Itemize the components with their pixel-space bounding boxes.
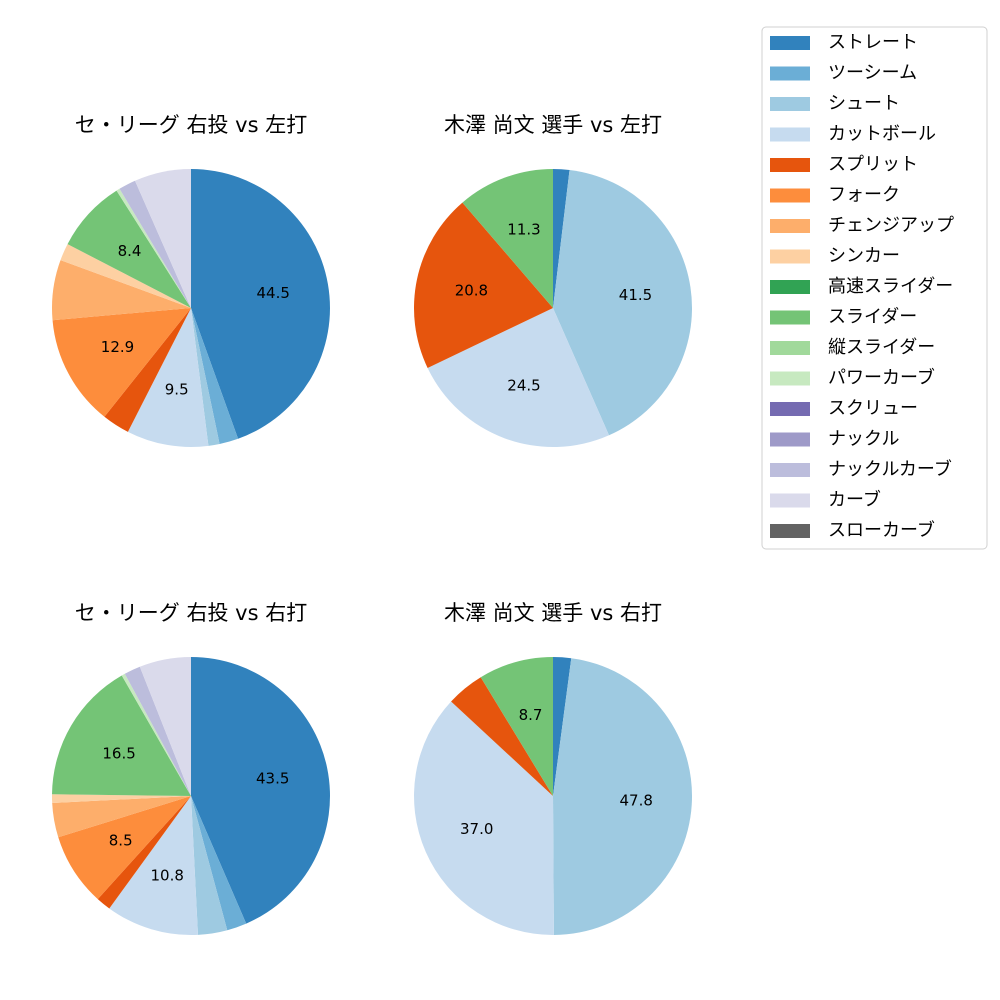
legend-label: パワーカーブ (828, 367, 935, 389)
slice-value-label: 11.3 (507, 220, 540, 238)
legend-label: スプリット (828, 154, 918, 175)
chart-title: セ・リーグ 右投 vs 右打 (75, 601, 307, 625)
legend: ストレートツーシームシュートカットボールスプリットフォークチェンジアップシンカー… (761, 26, 988, 550)
pie-slice-カットボール (427, 308, 609, 448)
pie-slice-カットボール (109, 796, 198, 935)
legend-label: シンカー (828, 246, 900, 267)
slice-value-label: 47.8 (619, 792, 652, 810)
pie-slice-シンカー (60, 244, 191, 308)
legend-swatch-シンカー (770, 249, 810, 264)
pie-slice-スプリット (451, 677, 553, 796)
pie-slice-スライダー (480, 657, 553, 796)
pie-slice-スライダー (67, 190, 191, 308)
pie-slice-フォーク (58, 796, 191, 900)
pie-slice-シュート (191, 308, 220, 446)
pie-slice-シュート (553, 169, 692, 436)
pie-slice-スライダー (462, 169, 553, 308)
legend-frame (761, 26, 988, 550)
slice-value-label: 37.0 (460, 820, 493, 838)
slice-value-label: 16.5 (102, 744, 135, 762)
legend-label: ストレート (828, 32, 918, 53)
legend-swatch-スライダー (770, 310, 810, 325)
legend-label: シュート (828, 93, 900, 114)
legend-label: チェンジアップ (828, 215, 954, 236)
legend-swatch-シュート (770, 97, 810, 111)
legend-swatch-スクリュー (770, 402, 810, 416)
legend-label: ツーシーム (828, 63, 917, 84)
legend-swatch-縦スライダー (770, 341, 810, 355)
legend-label: カットボール (828, 124, 936, 145)
legend-swatch-チェンジアップ (770, 219, 810, 233)
chart-title: 木澤 尚文 選手 vs 右打 (444, 601, 662, 625)
legend-swatch-スプリット (770, 158, 810, 172)
pie-slice-ナックルカーブ (119, 180, 191, 308)
slice-value-label: 8.5 (109, 831, 133, 849)
legend-swatch-ストレート (770, 36, 810, 50)
pie-chart-rhp-vs-rhb: セ・リーグ 右投 vs 右打 43.5 10.8 8.5 16.5 (52, 601, 331, 935)
pie-slice-シュート (553, 658, 693, 935)
legend-label: 高速スライダー (828, 276, 953, 297)
slice-value-label: 9.5 (165, 381, 189, 399)
slice-value-label: 20.8 (455, 281, 488, 299)
pie-slice-ストレート (553, 169, 570, 308)
pie-slice-ツーシーム (191, 308, 239, 445)
pie-slice-カットボール (414, 701, 554, 936)
slice-value-label: 10.8 (150, 866, 183, 884)
legend-label: カーブ (828, 489, 881, 511)
pie-slice-ストレート (553, 657, 572, 796)
pie-chart-kizawa-vs-rhb: 木澤 尚文 選手 vs 右打 47.8 37.0 8.7 (414, 601, 693, 936)
pie-slice-スプリット (97, 796, 191, 909)
pie-chart-rhp-vs-lhb: セ・リーグ 右投 vs 左打 44.5 9.5 12.9 8.4 (52, 113, 330, 447)
legend-label: ナックル (828, 429, 899, 450)
legend-swatch-ツーシーム (770, 66, 810, 81)
legend-swatch-パワーカーブ (770, 371, 810, 386)
pie-slice-ストレート (191, 169, 330, 439)
pie-slice-ツーシーム (191, 796, 247, 931)
slice-value-label: 44.5 (256, 284, 289, 302)
legend-swatch-カーブ (770, 493, 810, 508)
pie-slice-チェンジアップ (52, 260, 191, 321)
pie-slice-パワーカーブ (121, 673, 191, 796)
legend-swatch-ナックルカーブ (770, 463, 810, 477)
pie-slice-チェンジアップ (52, 796, 192, 838)
slice-value-label: 24.5 (507, 377, 540, 395)
slice-value-label: 8.4 (118, 242, 142, 260)
legend-label: ナックルカーブ (828, 458, 952, 480)
pie-slice-スライダー (52, 675, 192, 796)
pie-slice-スプリット (104, 308, 191, 432)
pie-slice-スプリット (414, 202, 553, 368)
legend-label: スライダー (828, 307, 917, 328)
pie-slice-カットボール (127, 308, 209, 447)
legend-swatch-スローカーブ (770, 524, 810, 538)
pie-slice-カーブ (139, 657, 191, 796)
pie-slice-シュート (191, 796, 228, 935)
legend-swatch-フォーク (770, 188, 810, 203)
chart-title: 木澤 尚文 選手 vs 左打 (444, 113, 662, 137)
legend-label: 縦スライダー (828, 337, 935, 358)
slice-value-label: 8.7 (519, 706, 543, 724)
pie-slice-ストレート (191, 657, 331, 924)
pie-slice-フォーク (52, 308, 191, 417)
slice-value-label: 41.5 (619, 286, 652, 304)
chart-title: セ・リーグ 右投 vs 左打 (75, 113, 307, 137)
legend-label: フォーク (828, 185, 900, 206)
pie-slice-シンカー (52, 794, 191, 803)
pie-chart-kizawa-vs-lhb: 木澤 尚文 選手 vs 左打 41.5 24.5 20.8 11.3 (414, 113, 692, 448)
slice-value-label: 12.9 (101, 338, 134, 356)
pie-slice-カーブ (135, 169, 191, 308)
legend-swatch-ナックル (770, 432, 810, 447)
pie-slice-ナックルカーブ (124, 666, 191, 796)
slice-value-label: 43.5 (256, 770, 289, 788)
pie-slice-パワーカーブ (116, 188, 191, 308)
legend-swatch-カットボール (770, 127, 810, 142)
legend-label: スローカーブ (828, 519, 935, 541)
legend-swatch-高速スライダー (770, 280, 810, 294)
legend-label: スクリュー (828, 398, 918, 419)
